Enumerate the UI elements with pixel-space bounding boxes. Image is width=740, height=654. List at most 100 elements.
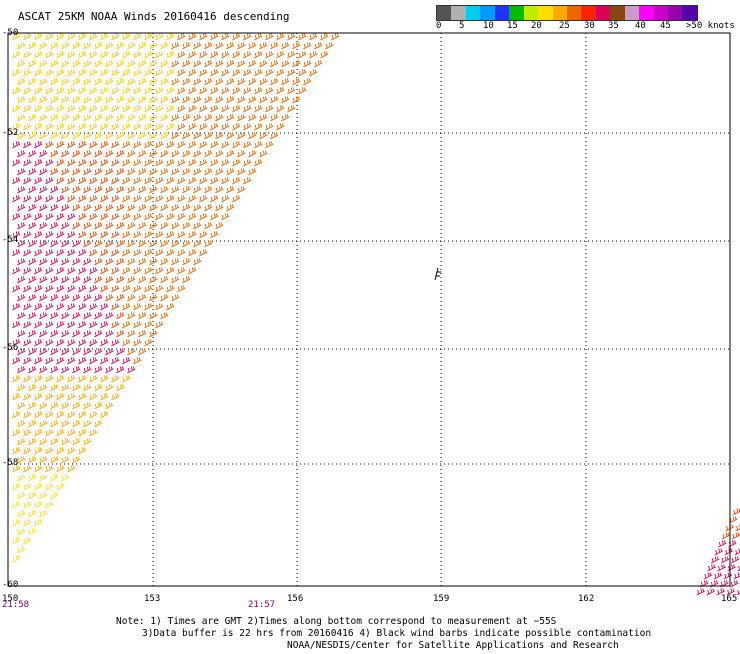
wind-barb: [248, 150, 257, 158]
wind-barb: [28, 312, 37, 320]
wind-barb: [34, 51, 43, 59]
wind-barb: [56, 33, 65, 41]
wind-barb: [94, 78, 103, 86]
wind-barb: [243, 69, 252, 77]
wind-barb: [56, 177, 65, 185]
wind-barb: [83, 78, 92, 86]
wind-barb: [166, 177, 175, 185]
wind-barb: [56, 321, 65, 329]
wind-barb: [83, 312, 92, 320]
wind-barb: [243, 33, 252, 41]
wind-barb: [171, 96, 180, 104]
wind-barb: [149, 150, 158, 158]
wind-barb: [177, 213, 186, 221]
wind-barb: [116, 204, 125, 212]
wind-barb: [735, 524, 740, 532]
wind-barb: [138, 276, 147, 284]
wind-barb: [171, 114, 180, 122]
wind-barb: [12, 231, 21, 239]
wind-barb: [50, 186, 59, 194]
wind-barb: [171, 222, 180, 230]
wind-barb: [72, 42, 81, 50]
wind-barb: [78, 357, 87, 365]
wind-barb: [204, 186, 213, 194]
wind-barb: [100, 303, 109, 311]
wind-barb: [210, 213, 219, 221]
wind-barb: [28, 276, 37, 284]
wind-barb: [50, 96, 59, 104]
note-line-3: NOAA/NESDIS/Center for Satellite Applica…: [287, 640, 619, 651]
wind-barb: [12, 321, 21, 329]
wind-barb: [144, 303, 153, 311]
wind-barb: [56, 105, 65, 113]
wind-barb: [199, 231, 208, 239]
wind-barb: [34, 33, 43, 41]
wind-barb: [122, 87, 131, 95]
wind-barb: [166, 303, 175, 311]
wind-barb: [50, 420, 59, 428]
wind-barb: [204, 42, 213, 50]
wind-barb: [72, 60, 81, 68]
wind-barb: [160, 96, 169, 104]
wind-barb: [193, 258, 202, 266]
wind-barb: [188, 267, 197, 275]
wind-barb: [100, 393, 109, 401]
wind-barb: [155, 177, 164, 185]
wind-barb: [78, 213, 87, 221]
wind-barb: [12, 123, 21, 131]
wind-barb: [710, 580, 719, 588]
wind-barb: [133, 339, 142, 347]
wind-barb: [100, 159, 109, 167]
wind-barb: [45, 51, 54, 59]
wind-barb: [61, 204, 70, 212]
wind-barb: [28, 186, 37, 194]
wind-barb: [56, 213, 65, 221]
wind-barb: [714, 548, 723, 556]
wind-barb: [127, 168, 136, 176]
wind-barb: [133, 87, 142, 95]
wind-barb: [100, 51, 109, 59]
wind-barb: [45, 357, 54, 365]
wind-barb: [116, 96, 125, 104]
wind-barb: [50, 330, 59, 338]
wind-barb: [72, 186, 81, 194]
wind-barb: [23, 123, 32, 131]
wind-barb: [72, 132, 81, 140]
wind-barb: [314, 60, 323, 68]
wind-barb: [160, 60, 169, 68]
wind-barb: [105, 294, 114, 302]
wind-barb: [50, 384, 59, 392]
wind-barb: [89, 177, 98, 185]
wind-barb: [204, 240, 213, 248]
wind-barb: [61, 42, 70, 50]
wind-barb: [138, 204, 147, 212]
wind-barb: [111, 285, 120, 293]
wind-barb: [12, 555, 21, 563]
wind-barb: [89, 69, 98, 77]
wind-barb: [45, 267, 54, 275]
scale-segment: [653, 6, 668, 20]
wind-barb: [12, 357, 21, 365]
wind-barb: [45, 123, 54, 131]
wind-barb: [270, 96, 279, 104]
wind-barb: [78, 51, 87, 59]
wind-barb: [727, 564, 736, 572]
wind-barb: [138, 330, 147, 338]
wind-barb: [254, 51, 263, 59]
wind-barb: [248, 96, 257, 104]
wind-barb: [28, 528, 37, 536]
wind-barb: [111, 393, 120, 401]
wind-barb: [138, 186, 147, 194]
wind-barb: [83, 96, 92, 104]
wind-barb: [193, 186, 202, 194]
wind-barb: [160, 276, 169, 284]
wind-barb: [67, 285, 76, 293]
lon-label-162: 162: [578, 594, 595, 604]
wind-barb: [61, 114, 70, 122]
wind-barb: [734, 548, 740, 556]
wind-barb: [67, 303, 76, 311]
wind-barb: [177, 69, 186, 77]
wind-barb: [226, 204, 235, 212]
wind-barb: [34, 213, 43, 221]
wind-barb: [34, 69, 43, 77]
